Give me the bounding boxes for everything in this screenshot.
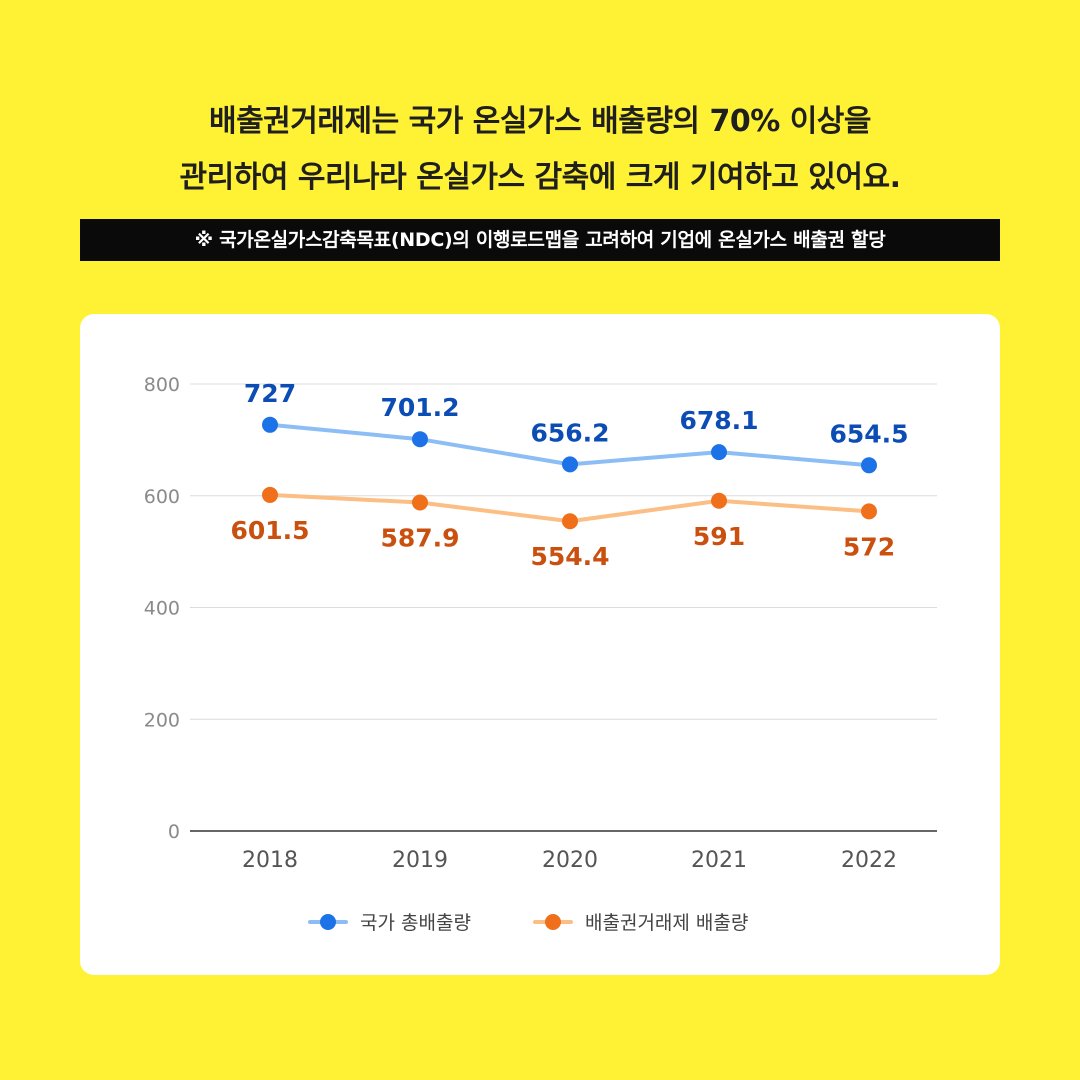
- y-tick-label: 200: [144, 709, 180, 731]
- legend-label: 배출권거래제 배출량: [585, 912, 748, 934]
- data-point: [711, 444, 727, 461]
- line-chart: 0 200 400 600 800 2018 2019 2020 2021 2022 727 701.…: [144, 374, 937, 934]
- y-tick-label: 800: [144, 374, 180, 396]
- data-label: 727: [244, 379, 296, 408]
- data-point: [711, 492, 727, 509]
- x-tick-label: 2020: [542, 848, 598, 873]
- data-label: 701.2: [380, 393, 459, 422]
- data-label: 591: [693, 522, 745, 551]
- legend-label: 국가 총배출량: [360, 912, 471, 934]
- data-label: 572: [843, 532, 895, 561]
- data-label: 587.9: [380, 524, 459, 553]
- ndc-note-banner: ※ 국가온실가스감축목표(NDC)의 이행로드맵을 고려하여 기업에 온실가스 …: [80, 219, 1000, 261]
- headline-line-2: 관리하여 우리나라 온실가스 감축에 크게 기여하고 있어요.: [179, 160, 901, 195]
- legend-marker: [545, 914, 561, 930]
- x-tick-label: 2021: [691, 848, 747, 873]
- data-label: 656.2: [530, 418, 609, 447]
- x-tick-label: 2018: [242, 848, 298, 873]
- data-label: 554.4: [530, 542, 609, 571]
- y-tick-label: 600: [144, 486, 180, 508]
- data-point: [562, 513, 578, 530]
- data-point: [412, 431, 428, 448]
- data-point: [861, 503, 877, 520]
- data-label: 678.1: [679, 406, 758, 435]
- x-tick-label: 2022: [841, 848, 897, 873]
- legend-marker: [320, 914, 336, 930]
- data-point: [562, 456, 578, 473]
- data-point: [861, 457, 877, 474]
- y-tick-label: 0: [168, 821, 180, 843]
- chart-card: 0 200 400 600 800 2018 2019 2020 2021 2022 727 701.…: [80, 314, 1000, 975]
- data-point: [262, 486, 278, 503]
- data-point: [262, 416, 278, 433]
- data-point: [412, 494, 428, 511]
- data-label: 654.5: [829, 419, 908, 448]
- x-tick-label: 2019: [392, 848, 448, 873]
- y-tick-label: 400: [144, 598, 180, 620]
- data-label: 601.5: [230, 516, 309, 545]
- headline-line-1: 배출권거래제는 국가 온실가스 배출량의 70% 이상을: [208, 104, 872, 139]
